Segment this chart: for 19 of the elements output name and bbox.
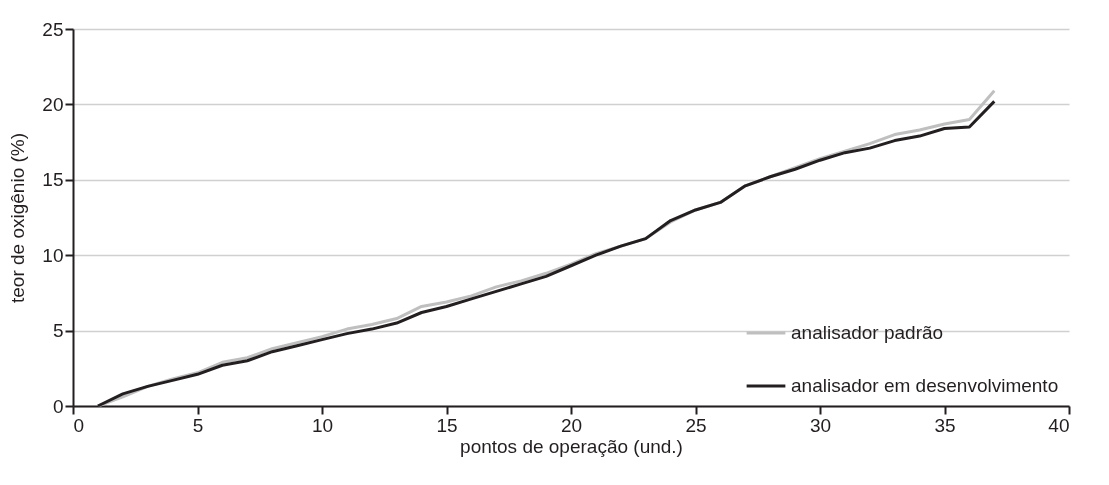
y-tick-label: 15 <box>42 169 64 191</box>
x-tick-label: 0 <box>73 414 85 436</box>
legend-label: analisador padrão <box>791 322 944 343</box>
legend-label: analisador em desenvolvimento <box>791 375 1059 396</box>
y-axis-title: teor de oxigênio (%) <box>7 132 29 304</box>
y-tick-label: 10 <box>42 244 64 266</box>
y-tick-label: 25 <box>42 18 64 40</box>
x-tick-label: 35 <box>934 414 956 436</box>
x-tick-label: 30 <box>809 414 832 436</box>
x-tick-label: 5 <box>192 414 204 436</box>
x-axis-title: pontos de operação (und.) <box>460 435 683 457</box>
x-tick-label: 15 <box>436 414 458 436</box>
x-tick-label: 10 <box>311 414 334 436</box>
x-tick-label: 25 <box>685 414 707 436</box>
x-tick-label: 20 <box>560 414 583 436</box>
y-tick-label: 5 <box>52 320 64 342</box>
y-tick-label: 0 <box>52 395 64 417</box>
y-tick-label: 20 <box>42 93 64 115</box>
x-tick-label: 40 <box>1048 414 1070 436</box>
